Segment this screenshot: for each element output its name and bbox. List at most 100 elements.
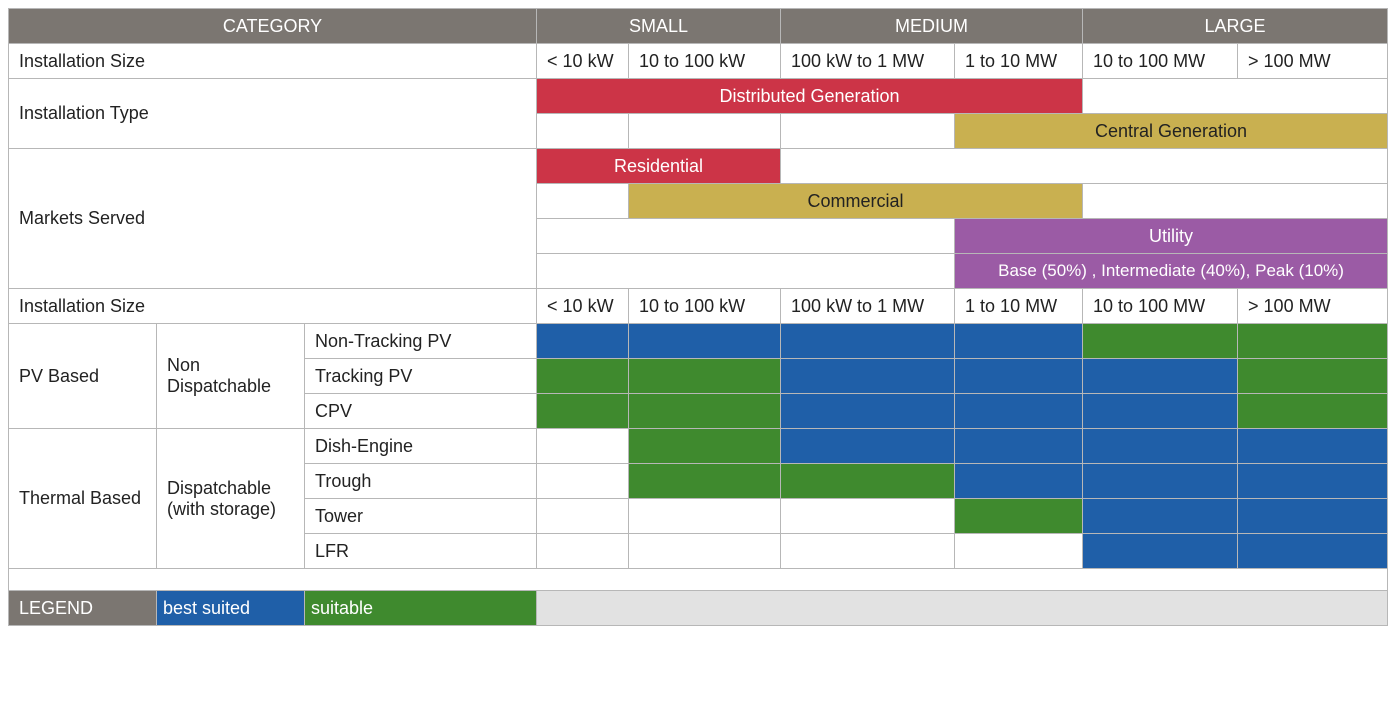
legend-row: LEGEND best suited suitable <box>9 591 1388 626</box>
distributed-generation: Distributed Generation <box>537 79 1083 114</box>
suit-cell <box>955 464 1083 499</box>
suit-cell <box>629 394 781 429</box>
size-0: < 10 kW <box>537 44 629 79</box>
suit-cell <box>1238 534 1388 569</box>
suit-cell <box>1083 429 1238 464</box>
size2-2: 100 kW to 1 MW <box>781 289 955 324</box>
suit-cell <box>1238 324 1388 359</box>
empty-cell <box>1083 79 1388 114</box>
markets-row-residential: Markets Served Residential <box>9 149 1388 184</box>
spacer-row <box>9 569 1388 591</box>
suit-cell <box>629 429 781 464</box>
non-tracking-pv-label: Non-Tracking PV <box>305 324 537 359</box>
thermal-based-label: Thermal Based <box>9 429 157 569</box>
install-size-row-2: Installation Size < 10 kW 10 to 100 kW 1… <box>9 289 1388 324</box>
dispatchable-label: Dispatchable (with storage) <box>157 429 305 569</box>
dish-engine-label: Dish-Engine <box>305 429 537 464</box>
suit-cell <box>537 429 629 464</box>
header-medium: MEDIUM <box>781 9 1083 44</box>
suit-cell <box>955 499 1083 534</box>
suit-cell <box>629 464 781 499</box>
suit-cell <box>1238 464 1388 499</box>
suit-cell <box>781 499 955 534</box>
empty-cell <box>781 114 955 149</box>
size-5: > 100 MW <box>1238 44 1388 79</box>
market-commercial: Commercial <box>629 184 1083 219</box>
size2-1: 10 to 100 kW <box>629 289 781 324</box>
suit-cell <box>629 534 781 569</box>
suit-cell <box>1083 499 1238 534</box>
install-size-label: Installation Size <box>9 44 537 79</box>
suit-cell <box>1238 429 1388 464</box>
market-utility: Utility <box>955 219 1388 254</box>
suit-cell <box>955 429 1083 464</box>
size-4: 10 to 100 MW <box>1083 44 1238 79</box>
central-generation: Central Generation <box>955 114 1388 149</box>
non-dispatchable-label: Non Dispatchable <box>157 324 305 429</box>
header-small: SMALL <box>537 9 781 44</box>
solar-tech-matrix: CATEGORY SMALL MEDIUM LARGE Installation… <box>8 8 1388 626</box>
suit-cell <box>1083 464 1238 499</box>
spacer <box>9 569 1388 591</box>
legend-label: LEGEND <box>9 591 157 626</box>
suit-cell <box>1083 534 1238 569</box>
suit-cell <box>629 499 781 534</box>
install-size-row-1: Installation Size < 10 kW 10 to 100 kW 1… <box>9 44 1388 79</box>
suit-cell <box>781 394 955 429</box>
suit-cell <box>537 359 629 394</box>
legend-suitable: suitable <box>305 591 537 626</box>
suit-cell <box>1083 359 1238 394</box>
size-3: 1 to 10 MW <box>955 44 1083 79</box>
header-category: CATEGORY <box>9 9 537 44</box>
header-large: LARGE <box>1083 9 1388 44</box>
row-dish-engine: Thermal Based Dispatchable (with storage… <box>9 429 1388 464</box>
tracking-pv-label: Tracking PV <box>305 359 537 394</box>
row-non-tracking-pv: PV Based Non Dispatchable Non-Tracking P… <box>9 324 1388 359</box>
suit-cell <box>781 359 955 394</box>
markets-served-label: Markets Served <box>9 149 537 289</box>
install-type-row-a: Installation Type Distributed Generation <box>9 79 1388 114</box>
suit-cell <box>781 534 955 569</box>
suit-cell <box>1238 359 1388 394</box>
suit-cell <box>955 394 1083 429</box>
install-size-label-2: Installation Size <box>9 289 537 324</box>
trough-label: Trough <box>305 464 537 499</box>
size2-0: < 10 kW <box>537 289 629 324</box>
empty-cell <box>1083 184 1388 219</box>
legend-filler <box>537 591 1388 626</box>
market-residential: Residential <box>537 149 781 184</box>
empty-cell <box>537 219 955 254</box>
lfr-label: LFR <box>305 534 537 569</box>
suit-cell <box>955 534 1083 569</box>
suit-cell <box>1238 499 1388 534</box>
legend-best-suited: best suited <box>157 591 305 626</box>
suit-cell <box>537 324 629 359</box>
suit-cell <box>955 324 1083 359</box>
empty-cell <box>537 254 955 289</box>
suit-cell <box>955 359 1083 394</box>
suit-cell <box>1238 394 1388 429</box>
install-type-label: Installation Type <box>9 79 537 149</box>
suit-cell <box>781 324 955 359</box>
suit-cell <box>537 464 629 499</box>
empty-cell <box>537 184 629 219</box>
suit-cell <box>629 324 781 359</box>
cpv-label: CPV <box>305 394 537 429</box>
empty-cell <box>537 114 629 149</box>
size2-4: 10 to 100 MW <box>1083 289 1238 324</box>
suit-cell <box>537 499 629 534</box>
suit-cell <box>781 464 955 499</box>
empty-cell <box>629 114 781 149</box>
suit-cell <box>1083 394 1238 429</box>
suit-cell <box>781 429 955 464</box>
size2-3: 1 to 10 MW <box>955 289 1083 324</box>
suit-cell <box>537 534 629 569</box>
size-1: 10 to 100 kW <box>629 44 781 79</box>
pv-based-label: PV Based <box>9 324 157 429</box>
market-utility-detail: Base (50%) , Intermediate (40%), Peak (1… <box>955 254 1388 289</box>
header-row: CATEGORY SMALL MEDIUM LARGE <box>9 9 1388 44</box>
suit-cell <box>629 359 781 394</box>
empty-cell <box>781 149 1388 184</box>
tower-label: Tower <box>305 499 537 534</box>
size2-5: > 100 MW <box>1238 289 1388 324</box>
